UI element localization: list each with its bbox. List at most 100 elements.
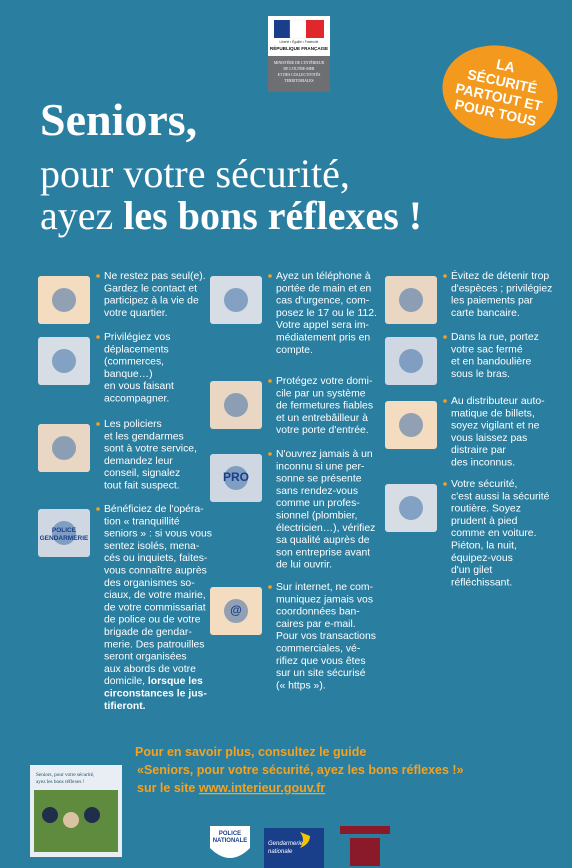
- bullet: [96, 274, 100, 278]
- ministry-logo: Liberté • Égalité • Fraternité RÉPUBLIQU…: [268, 16, 330, 92]
- advice-line: compte.: [276, 345, 313, 356]
- flag-white: [289, 19, 307, 39]
- advice-line: cas d'urgence, com-: [276, 296, 369, 307]
- advice-line: Piéton, la nuit,: [451, 541, 517, 552]
- advice-segment: circonstances le jus-: [104, 689, 207, 700]
- advice-line: coordonnées ban-: [276, 607, 360, 618]
- ministry-line: MINISTÈRE DE L'INTÉRIEUR: [274, 60, 325, 65]
- advice-line: votre porte d'entrée.: [276, 425, 369, 436]
- advice-line: Pour vos transactions: [276, 631, 376, 642]
- advice-line: de lui ouvrir.: [276, 560, 332, 571]
- advice-line: caires par e-mail.: [276, 619, 356, 630]
- icon-figure: [224, 599, 248, 623]
- advice-line: son entreprise avant: [276, 547, 370, 558]
- ministry-line: DE L'OUTRE-MER: [283, 67, 315, 71]
- advice-item: @ Sur internet, ne com-muniquez jamais vo…: [210, 582, 376, 691]
- advice-line: accompagner.: [104, 394, 169, 405]
- advice-line: brigade de gendar-: [104, 627, 192, 638]
- advice-line: inconnu si une per-: [276, 461, 364, 472]
- advice-line: carte bancaire.: [451, 308, 520, 319]
- advice-item: Au distributeur auto-matique de billets,…: [385, 396, 545, 469]
- advice-line: équipez-vous: [451, 553, 513, 564]
- advice-line: des inconnus.: [451, 458, 515, 469]
- advice-line: réfléchissant.: [451, 577, 512, 588]
- badge: LA SÉCURITÉ PARTOUT ET POUR TOUS: [442, 45, 558, 139]
- booklet: Seniors, pour votre sécurité, ayez les b…: [30, 735, 122, 857]
- advice-line: sentez isolés, mena-: [104, 541, 199, 552]
- advice-item: Votre sécurité,c'est aussi la sécurité ro…: [385, 479, 550, 588]
- advice-line: sont à votre service,: [104, 444, 197, 455]
- advice-line: Gardez le contact et: [104, 283, 197, 294]
- icon-figure: [52, 288, 76, 312]
- icon-label: PRO: [223, 470, 249, 484]
- footer-line: sur le site www.interieur.gouv.fr: [137, 781, 325, 795]
- advice-line: sur un site sécurisé: [276, 668, 366, 679]
- advice-line: seront organisées: [104, 652, 187, 663]
- advice-line: tifieront.: [104, 701, 146, 712]
- title-line: ayez les bons réflexes !: [40, 193, 422, 238]
- badge-line: LA: [495, 56, 517, 76]
- advice-line: posez le 17 ou le 112.: [276, 308, 377, 319]
- advice-line: seniors » : si vous vous: [104, 529, 212, 540]
- motto: Liberté • Égalité • Fraternité: [280, 39, 319, 44]
- advice-line: sous le bras.: [451, 369, 510, 380]
- advice-line: sans rendez-vous: [276, 486, 358, 497]
- advice-line: Protégez votre domi-: [276, 376, 372, 387]
- police-text: POLICE: [219, 831, 241, 837]
- advice-line: N'ouvrez jamais à un: [276, 449, 373, 460]
- footer-start: sur le site: [137, 781, 195, 795]
- bullet: [268, 274, 272, 278]
- advice-line: de votre commissariat: [104, 602, 206, 613]
- police-logo: POLICE NATIONALE: [210, 826, 250, 858]
- bullet: [443, 274, 447, 278]
- advice-line: d'espèces ; privilégiez: [451, 283, 552, 294]
- advice-line: routière. Soyez: [451, 504, 521, 515]
- booklet-top: [30, 735, 122, 765]
- advice-line: votre sac fermé: [451, 344, 523, 355]
- icon-figure: [399, 349, 423, 373]
- advice-line: matique de billets,: [451, 408, 535, 419]
- advice-line: et en bandoulière: [451, 357, 532, 368]
- advice-line: (commerces,: [104, 357, 164, 368]
- advice-line: électricien…), vérifiez: [276, 523, 375, 534]
- flag-red: [306, 20, 324, 38]
- icon-figure: [399, 496, 423, 520]
- title-bold: les bons réflexes !: [123, 193, 422, 238]
- advice-line: distraire par: [451, 445, 506, 456]
- advice-line: rifiez que vous êtes: [276, 656, 366, 667]
- flag-blue: [274, 20, 290, 38]
- advice-line: de fermetures fiables: [276, 401, 373, 412]
- bullet: [96, 422, 100, 426]
- advice-line: aux abords de votre: [104, 664, 196, 675]
- police-shield: [210, 826, 250, 858]
- icon-figure: [399, 413, 423, 437]
- footer-line: Pour en savoir plus, consultez le guide: [135, 745, 366, 759]
- bullet: [268, 379, 272, 383]
- footer-link[interactable]: www.interieur.gouv.fr: [198, 781, 326, 795]
- advice-line: portée de main et en: [276, 283, 372, 294]
- icon-label: GENDARMERIE: [40, 535, 89, 542]
- advice-line: muniquez jamais vos: [276, 594, 373, 605]
- advice-line: des organismes so-: [104, 578, 195, 589]
- advice-line: cés ou inquiets, faites-: [104, 553, 207, 564]
- advice-line: et un entrebâilleur à: [276, 413, 368, 424]
- advice-line: Votre sécurité,: [451, 479, 517, 490]
- advice-line: cile par un système: [276, 388, 366, 399]
- bullet: [96, 335, 100, 339]
- bullet: [268, 452, 272, 456]
- icon-figure: [224, 393, 248, 417]
- booklet-title: ayez les bons réflexes !: [36, 778, 85, 785]
- advice-line: tion « tranquillité: [104, 516, 180, 527]
- bullet: [443, 399, 447, 403]
- gendarmerie-text: nationale: [268, 849, 293, 855]
- booklet-figure: [84, 807, 100, 823]
- advice-line: merie. Des patrouilles: [104, 639, 204, 650]
- advice-line: conseil, signalez: [104, 468, 180, 479]
- advice-line: sionnel (plombier,: [276, 511, 357, 522]
- booklet-title: Seniors, pour votre sécurité,: [36, 772, 94, 778]
- bullet: [268, 585, 272, 589]
